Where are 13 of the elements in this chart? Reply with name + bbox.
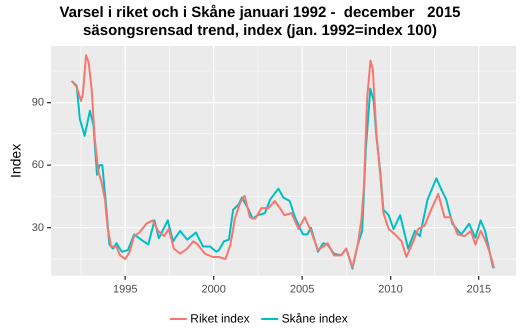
x-tick-label: 1995 [113, 283, 138, 296]
legend-label: Skåne index [282, 311, 348, 326]
text: säsongsrensad trend, index (jan. 1992=index 100) [83, 22, 437, 40]
x-tick-label: 2000 [201, 283, 226, 296]
legend-label: Riket index [190, 311, 250, 326]
x-tick-label: 2010 [378, 283, 403, 296]
y-tick-label: 30 [32, 222, 44, 234]
y-axis-title: Index [7, 144, 24, 178]
y-tick-label: 60 [32, 159, 44, 172]
y-tick-label: 90 [32, 96, 44, 108]
x-tick-label: 2005 [290, 283, 314, 296]
text: Varsel i riket och i Skåne januari 1992 - december 2015 [59, 4, 461, 22]
x-tick-label: 2015 [466, 283, 492, 296]
